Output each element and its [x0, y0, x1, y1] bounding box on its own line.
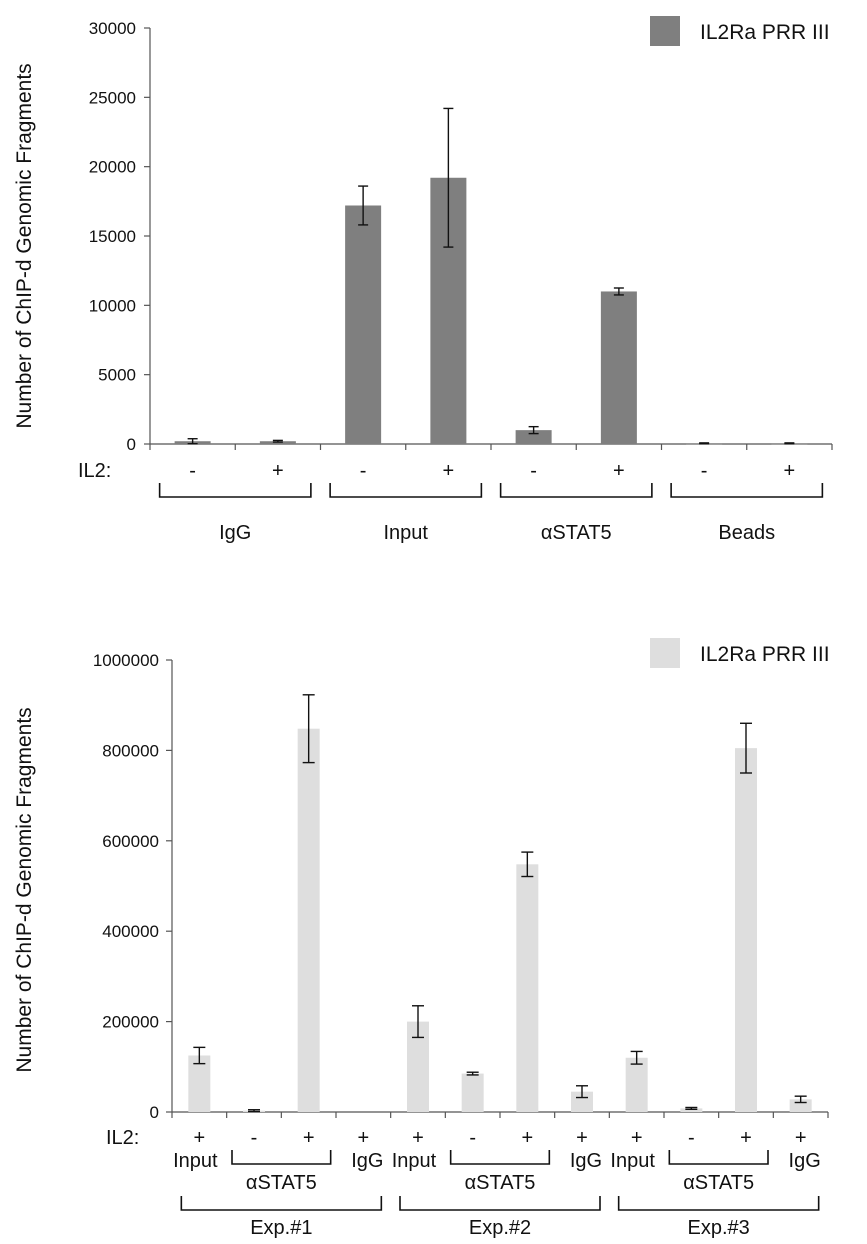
il2-sign: +: [613, 460, 625, 482]
bar: [735, 748, 757, 1112]
group-bracket: [499, 483, 653, 498]
y-tick-label: 25000: [89, 88, 136, 107]
sub-label: αSTAT5: [683, 1172, 754, 1194]
y-tick-label: 10000: [89, 296, 136, 315]
bar: [407, 1021, 429, 1112]
il2-sign: +: [740, 1127, 752, 1149]
chart-top: 0 5000 10000 15000 20000 25000 30000 Number of …: [13, 16, 833, 544]
sub-bracket: [668, 1150, 769, 1165]
bar: [297, 728, 320, 1112]
y-tick-label: 0: [127, 435, 136, 454]
y-tick-label: 0: [150, 1103, 159, 1122]
group-label: IgG: [219, 522, 251, 544]
sub-label: Input: [610, 1150, 655, 1172]
experiment-label: Exp.#2: [469, 1217, 531, 1239]
group-label: Beads: [718, 522, 775, 544]
il2-sign: -: [189, 460, 196, 482]
il2-sign: +: [443, 460, 455, 482]
bar: [188, 1055, 211, 1112]
sub-label: IgG: [789, 1150, 821, 1172]
sub-bracket: [449, 1150, 551, 1165]
group-bracket: [158, 483, 312, 498]
il2-sign: +: [357, 1127, 369, 1149]
il2-sign: +: [412, 1127, 424, 1149]
group-label: αSTAT5: [541, 522, 612, 544]
bar: [571, 1091, 593, 1112]
il2-sign: +: [272, 460, 284, 482]
il2-sign: -: [688, 1127, 695, 1149]
y-tick-label: 15000: [89, 227, 136, 246]
sub-label: Input: [173, 1150, 218, 1172]
y-tick-label: 200000: [102, 1013, 159, 1032]
il2-sign: -: [360, 460, 367, 482]
bar: [345, 205, 382, 444]
bar: [461, 1073, 484, 1112]
y-tick-label: 800000: [102, 741, 159, 760]
sub-label: IgG: [351, 1150, 383, 1172]
sub-bracket: [231, 1150, 332, 1165]
bar: [680, 1108, 703, 1112]
y-axis-label: Number of ChIP-d Genomic Fragments: [13, 707, 36, 1072]
bar: [625, 1057, 648, 1112]
bar: [516, 864, 539, 1112]
legend-swatch: [650, 16, 680, 46]
sub-label: αSTAT5: [465, 1172, 536, 1194]
legend-label: IL2Ra PRR III: [700, 21, 830, 44]
bar: [600, 291, 637, 444]
experiment-label: Exp.#1: [250, 1217, 312, 1239]
legend-label: IL2Ra PRR III: [700, 643, 830, 666]
y-tick-label: 400000: [102, 922, 159, 941]
y-tick-label: 20000: [89, 158, 136, 177]
y-tick-label: 30000: [89, 19, 136, 38]
il2-sign: +: [521, 1127, 533, 1149]
il2-sign: +: [303, 1127, 315, 1149]
y-axis-label: Number of ChIP-d Genomic Fragments: [13, 63, 36, 428]
il2-sign: +: [631, 1127, 643, 1149]
group-label: Input: [384, 522, 429, 544]
experiment-bracket: [399, 1196, 601, 1211]
il2-sign: -: [701, 460, 708, 482]
group-bracket: [670, 483, 824, 498]
chart-bottom: 0 200000 400000 600000 800000 1000000 Number o…: [13, 638, 830, 1239]
experiment-bracket: [617, 1196, 820, 1211]
y-tick-label: 5000: [98, 366, 136, 385]
sub-label: Input: [392, 1150, 437, 1172]
il2-sign: +: [795, 1127, 807, 1149]
experiment-label: Exp.#3: [688, 1217, 750, 1239]
il2-sign: +: [193, 1127, 205, 1149]
group-bracket: [329, 483, 483, 498]
il2-sign: -: [530, 460, 537, 482]
il2-row-label: IL2:: [78, 460, 111, 482]
y-tick-label: 1000000: [93, 651, 159, 670]
experiment-bracket: [180, 1196, 383, 1211]
il2-sign: -: [251, 1127, 258, 1149]
il2-sign: -: [469, 1127, 476, 1149]
il2-row-label: IL2:: [106, 1127, 139, 1149]
sub-label: αSTAT5: [246, 1172, 317, 1194]
sub-label: IgG: [570, 1150, 602, 1172]
y-tick-label: 600000: [102, 832, 159, 851]
legend-swatch: [650, 638, 680, 668]
bar: [515, 430, 552, 444]
il2-sign: +: [576, 1127, 588, 1149]
il2-sign: +: [784, 460, 796, 482]
